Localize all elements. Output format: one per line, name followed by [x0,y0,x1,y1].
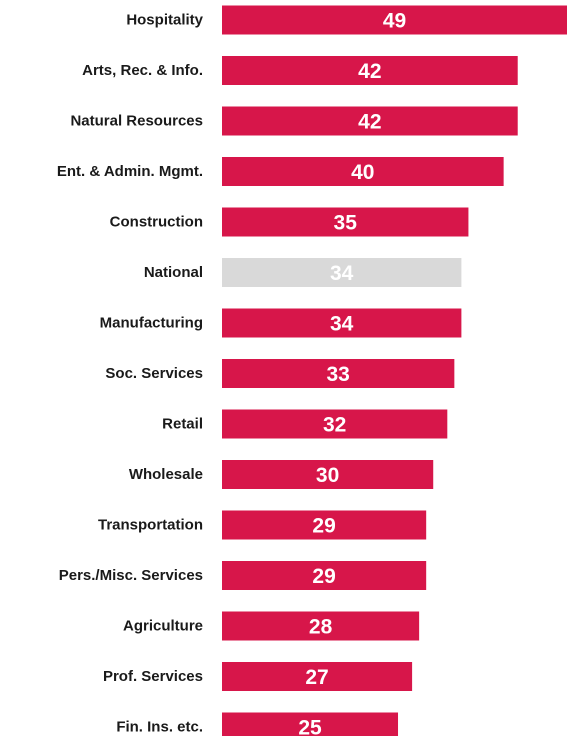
value-label: 40 [351,161,374,184]
bar [222,308,462,338]
bar-row: Ent. & Admin. Mgmt. 40 [57,157,504,186]
value-label: 49 [383,10,406,33]
value-label: 33 [326,363,349,386]
bar-row: Prof. Services 27 [103,662,413,691]
bar-row: Wholesale 30 [129,460,434,489]
bar [222,5,567,35]
value-label: 34 [330,262,354,285]
bar-row: Pers./Misc. Services 29 [59,561,427,590]
bar [222,359,455,388]
bar [222,157,504,186]
category-label: Natural Resources [70,113,203,130]
bar-national [222,258,462,287]
value-label: 27 [305,666,328,689]
value-label: 30 [316,464,339,487]
category-label: Ent. & Admin. Mgmt. [57,163,203,180]
value-label: 25 [298,717,322,737]
bar-row: Fin. Ins. etc. 25 [116,712,399,741]
value-label: 32 [323,414,346,437]
bar [222,409,448,439]
category-label: Agriculture [123,618,203,635]
bar [222,56,518,85]
bar [222,561,427,590]
category-label: Wholesale [129,466,203,483]
category-label: Soc. Services [105,365,203,382]
bar-row: Agriculture 28 [123,611,420,641]
bar-row: Arts, Rec. & Info. 42 [82,56,518,85]
category-label: National [144,264,203,281]
category-label: Fin. Ins. etc. [116,719,203,736]
value-label: 35 [334,212,358,235]
category-label: Retail [162,416,203,433]
category-label: Prof. Services [103,668,203,685]
category-label: Transportation [98,517,203,534]
category-label: Manufacturing [100,315,203,332]
bar-row: Construction 35 [110,207,469,237]
bar [222,611,420,641]
bar-row: Retail 32 [162,409,448,439]
category-label: Pers./Misc. Services [59,567,203,584]
bar [222,460,434,489]
value-label: 42 [358,60,381,83]
value-label: 29 [312,565,335,588]
category-label: Arts, Rec. & Info. [82,62,203,79]
category-label: Construction [110,214,203,231]
bar-row: Soc. Services 33 [105,359,455,388]
bar-row: Manufacturing 34 [100,308,462,338]
value-label: 29 [312,515,335,538]
bar [222,662,413,691]
bar [222,106,518,136]
bar-row: National 34 [144,258,462,287]
value-label: 28 [309,616,333,639]
bar-row: Transportation 29 [98,510,427,540]
value-label: 42 [358,111,381,134]
bar-row: Natural Resources 42 [70,106,518,136]
bar [222,207,469,237]
bar-row: Hospitality 49 [126,5,567,35]
category-label: Hospitality [126,12,203,29]
bar [222,510,427,540]
value-label: 34 [330,313,354,336]
